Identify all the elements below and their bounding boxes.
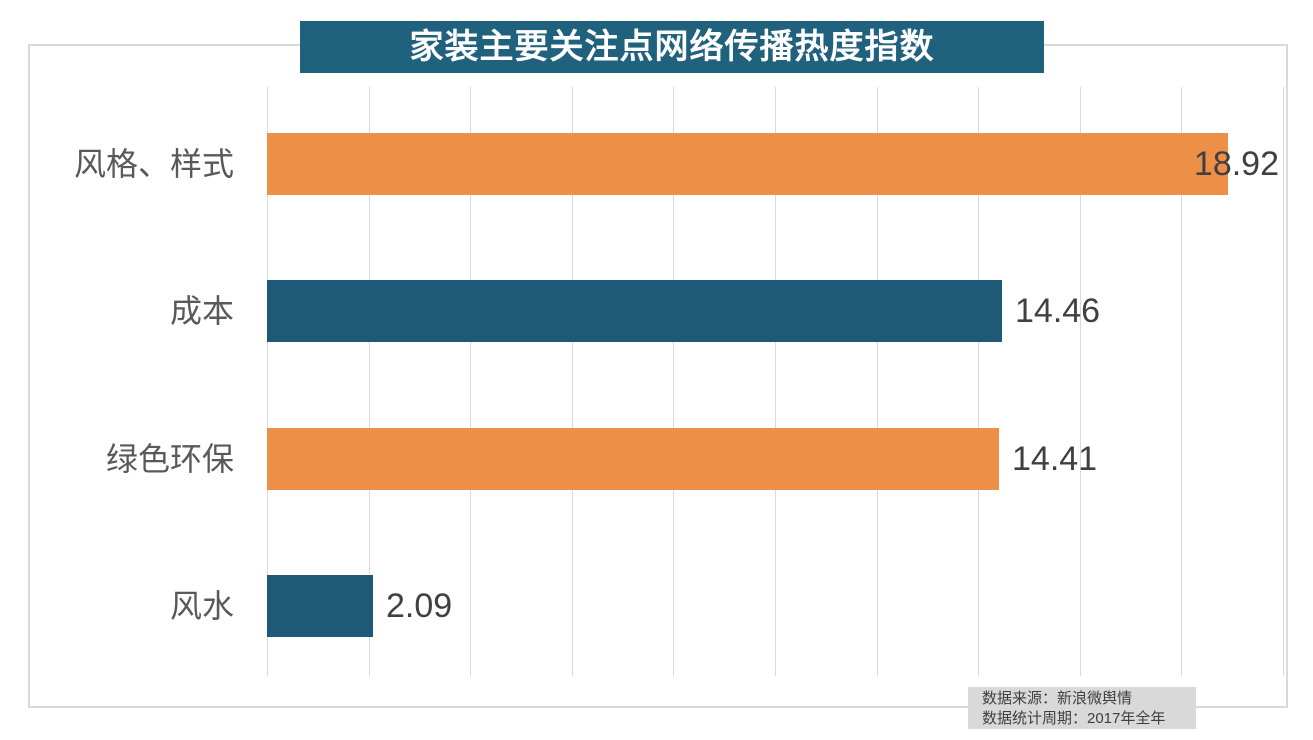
gridline-x-2 [369,87,370,676]
value-label: 2.09 [386,587,453,625]
bar-4 [267,575,373,637]
gridline-x-12 [877,87,878,676]
chart-row-2: 成本 14.46 [170,280,1283,342]
data-source-line: 数据来源：新浪微舆情 [982,690,1133,707]
bar-2 [267,280,1002,342]
chart-row-1: 风格、样式 18.92 [74,133,1283,195]
gridline-x-16 [1080,87,1081,676]
gridline-x-14 [978,87,979,676]
category-label: 风格、样式 [73,146,234,182]
data-source-note: 数据来源：新浪微舆情 数据统计周期：2017年全年 [968,687,1196,729]
gridline-x-10 [775,87,776,676]
data-period-line: 数据统计周期：2017年全年 [982,710,1166,727]
gridline-x-20 [1283,87,1284,676]
gridline-x-4 [470,87,471,676]
chart-title: 家装主要关注点网络传播热度指数 [300,21,1044,73]
gridline-x-6 [572,87,573,676]
category-label: 风水 [169,588,234,624]
value-label: 14.46 [1015,292,1101,330]
category-label: 绿色环保 [105,441,234,477]
gridline-x-18 [1181,87,1182,676]
value-label: 18.92 [1193,145,1279,183]
value-label: 14.41 [1012,440,1098,478]
gridline-x-0 [267,87,268,676]
chart-row-4: 风水 2.09 [170,575,1283,637]
chart-row-3: 绿色环保 14.41 [106,428,1283,490]
gridline-x-8 [673,87,674,676]
plot-area: 风格、样式 18.92 成本 14.46 绿色环保 14.41 风水 2.09 [74,87,1284,676]
bar-3 [267,428,999,490]
bar-1 [267,133,1228,195]
category-label: 成本 [169,293,234,329]
